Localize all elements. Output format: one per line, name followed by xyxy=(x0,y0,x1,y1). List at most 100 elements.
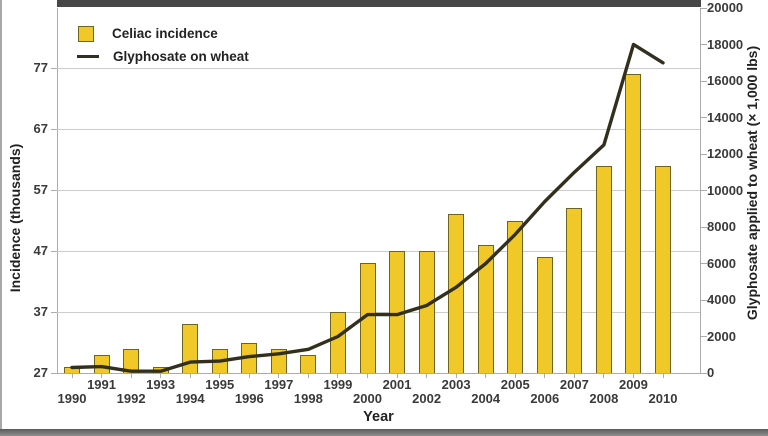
gridline xyxy=(57,128,700,130)
gridline xyxy=(57,189,700,191)
x-axis-tick-label: 1995 xyxy=(205,377,235,392)
x-axis-tick-label: 2004 xyxy=(471,391,501,406)
right-axis-tick-label: 2000 xyxy=(707,328,736,344)
right-axis-tick xyxy=(700,117,707,118)
x-axis-tick xyxy=(248,373,250,378)
left-axis-title: Incidence (thousands) xyxy=(7,143,23,293)
right-axis-tick-label: 14000 xyxy=(707,109,744,125)
legend: Celiac incidence Glyphosate on wheat xyxy=(77,22,249,68)
right-axis-tick xyxy=(700,80,707,82)
figure-bottom-rule xyxy=(0,429,768,436)
bar xyxy=(123,348,140,373)
x-axis-tick xyxy=(189,373,191,378)
x-axis-tick xyxy=(544,373,546,378)
bar xyxy=(655,165,671,373)
bar xyxy=(536,257,553,373)
x-axis-title: Year xyxy=(363,409,394,425)
x-axis-tick xyxy=(130,373,132,378)
bar-swatch-icon xyxy=(78,25,94,42)
left-axis-tick xyxy=(51,189,57,191)
x-axis-line xyxy=(57,373,701,374)
left-axis-tick-label: 77 xyxy=(33,60,48,75)
x-axis-tick-label: 2007 xyxy=(559,377,589,392)
x-axis-tick-label: 1993 xyxy=(146,377,176,392)
x-axis-tick-label: 2005 xyxy=(500,377,530,392)
right-axis-tick-label: 6000 xyxy=(707,255,736,271)
x-axis-tick xyxy=(632,373,634,378)
right-axis-tick xyxy=(700,263,707,264)
right-axis-tick xyxy=(700,190,707,191)
right-axis-tick xyxy=(700,299,707,301)
right-axis-tick-label: 12000 xyxy=(707,146,744,161)
right-axis-line xyxy=(700,8,701,374)
line-swatch-icon xyxy=(77,55,99,58)
x-axis-tick-label: 2008 xyxy=(589,391,619,406)
bar xyxy=(566,208,583,373)
right-axis-tick-label: 4000 xyxy=(707,292,736,307)
bar xyxy=(329,312,346,373)
left-axis-tick-label: 47 xyxy=(33,243,48,258)
right-axis-tick xyxy=(700,372,707,374)
x-axis-tick-label: 1996 xyxy=(234,391,264,406)
left-axis-tick-label: 57 xyxy=(33,182,48,197)
x-axis-tick xyxy=(367,373,368,378)
x-axis-tick xyxy=(307,373,309,378)
x-axis-tick xyxy=(426,373,428,378)
legend-item-celiac: Celiac incidence xyxy=(78,22,249,45)
x-axis-tick-label: 2001 xyxy=(382,377,412,392)
left-axis-tick-label: 67 xyxy=(33,121,48,136)
right-axis-tick-label: 20000 xyxy=(707,0,744,15)
right-axis-tick xyxy=(700,226,707,228)
legend-item-glyphosate: Glyphosate on wheat xyxy=(77,45,249,68)
x-axis-tick xyxy=(455,373,457,378)
bar xyxy=(625,74,642,373)
x-axis-tick-label: 2003 xyxy=(441,377,471,392)
left-axis-tick-label: 27 xyxy=(33,365,48,380)
x-axis-tick xyxy=(603,373,605,378)
x-axis-tick xyxy=(71,373,73,378)
x-axis-tick-label: 1997 xyxy=(264,377,294,392)
right-axis-tick xyxy=(700,44,707,45)
right-axis-tick-label: 16000 xyxy=(707,73,744,88)
x-axis-tick-label: 1999 xyxy=(323,377,353,392)
x-axis-tick xyxy=(219,373,221,378)
right-axis-tick-label: 18000 xyxy=(707,36,744,52)
left-axis-tick xyxy=(51,311,57,313)
bar xyxy=(418,251,435,373)
x-axis-tick-label: 2009 xyxy=(618,377,648,392)
x-axis-tick-label: 1991 xyxy=(87,377,116,392)
x-axis-tick xyxy=(278,373,280,378)
right-axis-tick-label: 0 xyxy=(707,365,715,380)
gridline xyxy=(57,250,700,252)
glyphosate-line xyxy=(70,42,665,373)
right-axis-tick xyxy=(700,153,707,155)
x-axis-tick xyxy=(485,373,487,378)
right-axis-tick-label: 8000 xyxy=(707,219,736,234)
x-axis-tick-label: 2002 xyxy=(412,391,442,406)
x-axis-tick-label: 1998 xyxy=(293,391,323,406)
right-axis-tick xyxy=(700,7,707,9)
x-axis-tick xyxy=(337,373,339,378)
plot-area xyxy=(57,8,700,373)
x-axis-tick xyxy=(101,373,103,378)
left-axis-tick xyxy=(51,128,57,130)
figure-left-border xyxy=(0,0,2,436)
bar xyxy=(300,354,317,373)
x-axis-tick-label: 1992 xyxy=(116,391,146,406)
x-axis-tick-label: 2000 xyxy=(353,391,382,406)
right-axis-tick xyxy=(700,336,707,337)
left-axis-tick xyxy=(51,67,57,69)
bar xyxy=(507,220,524,373)
figure-top-rule xyxy=(57,0,701,7)
x-axis-tick xyxy=(160,373,162,378)
left-axis-line xyxy=(57,8,58,374)
left-axis-tick-label: 37 xyxy=(33,304,48,319)
bar xyxy=(477,244,494,373)
x-axis-tick-label: 1994 xyxy=(175,391,205,406)
x-axis-tick xyxy=(396,373,398,378)
x-axis-tick-label: 1990 xyxy=(57,391,87,406)
x-axis-tick xyxy=(662,373,664,378)
gridline xyxy=(57,67,700,69)
gridline xyxy=(57,311,700,313)
